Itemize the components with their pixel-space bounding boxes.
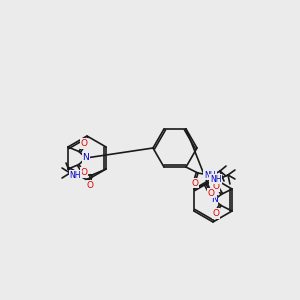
Text: O: O bbox=[213, 209, 220, 218]
Text: NH: NH bbox=[204, 171, 216, 180]
Text: O: O bbox=[207, 188, 214, 197]
Text: O: O bbox=[80, 139, 87, 148]
Text: O: O bbox=[213, 182, 220, 191]
Text: O: O bbox=[80, 168, 87, 177]
Text: NH: NH bbox=[70, 170, 81, 179]
Text: NH: NH bbox=[210, 175, 222, 184]
Text: O: O bbox=[191, 178, 199, 188]
Text: N: N bbox=[211, 196, 218, 205]
Text: O: O bbox=[87, 181, 94, 190]
Text: N: N bbox=[82, 154, 89, 163]
